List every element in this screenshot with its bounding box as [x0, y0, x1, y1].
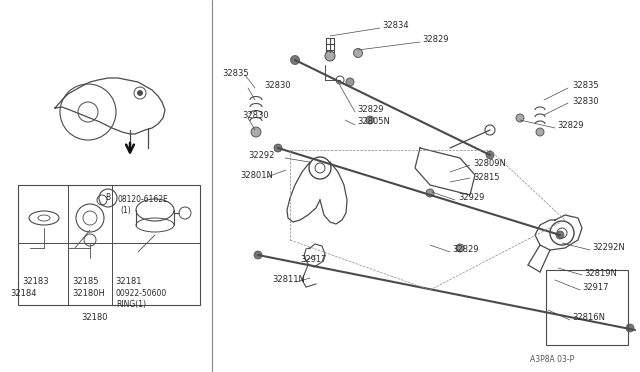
Text: 32809N: 32809N	[473, 158, 506, 167]
Text: 32917: 32917	[582, 283, 609, 292]
Circle shape	[325, 51, 335, 61]
Circle shape	[254, 251, 262, 259]
Text: 32835: 32835	[572, 81, 598, 90]
Text: 32829: 32829	[422, 35, 449, 45]
Circle shape	[486, 151, 494, 159]
Bar	[18, 185, 200, 305]
Text: 32811N: 32811N	[272, 276, 305, 285]
Text: 32830: 32830	[264, 81, 291, 90]
Text: 32292: 32292	[248, 151, 275, 160]
Text: 32819N: 32819N	[584, 269, 617, 278]
Text: 32834: 32834	[382, 22, 408, 31]
Circle shape	[346, 78, 354, 86]
Text: 32829: 32829	[557, 122, 584, 131]
Text: 32835: 32835	[222, 68, 248, 77]
Text: 32829: 32829	[452, 246, 479, 254]
Circle shape	[251, 127, 261, 137]
Text: B: B	[106, 193, 111, 202]
Text: 32181: 32181	[115, 278, 141, 286]
Circle shape	[556, 231, 564, 239]
Text: 32183: 32183	[22, 278, 49, 286]
Text: A3P8A 03-P: A3P8A 03-P	[530, 356, 574, 365]
Circle shape	[626, 324, 634, 332]
Text: 08120-6162E: 08120-6162E	[117, 196, 168, 205]
Text: 32815: 32815	[473, 173, 499, 182]
Circle shape	[138, 90, 143, 96]
Text: 32829: 32829	[357, 106, 383, 115]
Text: 32801N: 32801N	[240, 170, 273, 180]
Text: (1): (1)	[120, 205, 131, 215]
Text: 32184: 32184	[10, 289, 36, 298]
Circle shape	[516, 114, 524, 122]
Text: 32929: 32929	[458, 193, 484, 202]
Text: 32830: 32830	[572, 96, 598, 106]
Circle shape	[353, 48, 362, 58]
Circle shape	[274, 144, 282, 152]
Text: 32180H: 32180H	[72, 289, 105, 298]
Circle shape	[291, 55, 300, 64]
Circle shape	[456, 244, 464, 252]
Text: 32816N: 32816N	[572, 314, 605, 323]
Text: 32185: 32185	[72, 278, 99, 286]
Text: 32917: 32917	[300, 256, 326, 264]
Text: 32830: 32830	[242, 112, 269, 121]
Circle shape	[366, 116, 374, 124]
Text: 32805N: 32805N	[357, 118, 390, 126]
Text: RING(1): RING(1)	[116, 301, 146, 310]
Text: 00922-50600: 00922-50600	[116, 289, 167, 298]
Circle shape	[426, 189, 434, 197]
Text: 32180: 32180	[82, 314, 108, 323]
Text: 32292N: 32292N	[592, 244, 625, 253]
Bar	[546, 270, 628, 345]
Circle shape	[536, 128, 544, 136]
